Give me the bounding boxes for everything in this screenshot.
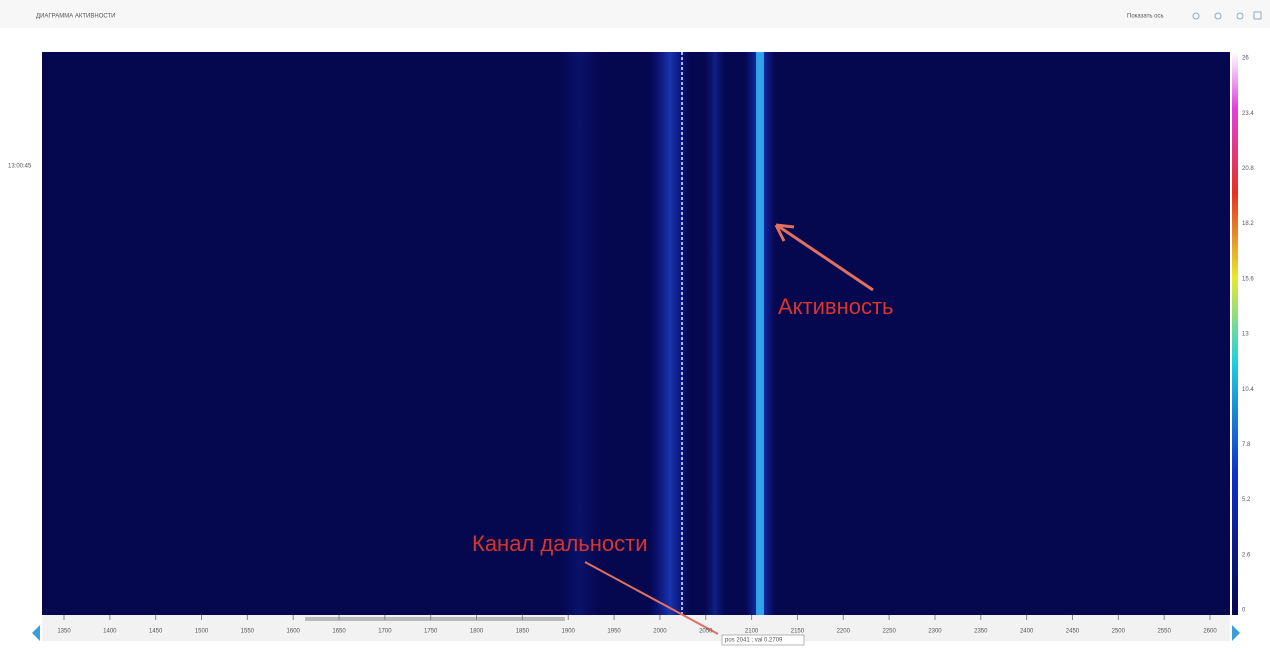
x-tick-label: 2450 [1066, 629, 1080, 635]
x-tick-label: 1350 [57, 629, 71, 635]
x-tick-label: 1450 [149, 629, 163, 635]
annotation: Активность [778, 294, 894, 319]
x-tick-label: 1600 [287, 629, 301, 635]
x-tick-label: 2100 [745, 629, 759, 635]
x-axis-bar [42, 615, 1230, 641]
colorbar-tick-label: 7.8 [1242, 442, 1251, 448]
toolbar-icons [1192, 11, 1262, 20]
axis-toggle[interactable]: Показать ось [1127, 14, 1164, 20]
x-tick-label: 1550 [241, 629, 255, 635]
arrow [777, 224, 874, 292]
tooltip-box [721, 634, 805, 646]
arrowhead [774, 223, 795, 242]
x-tick-label: 1900 [562, 629, 576, 635]
x-tick-label: 2500 [1112, 629, 1126, 635]
activity-line [756, 52, 764, 615]
x-tick-label: 2250 [882, 629, 896, 635]
colorbar-tick-label: 18.2 [1242, 221, 1254, 227]
arrow [584, 561, 719, 635]
window-title: ДИАГРАММА АКТИВНОСТИ [36, 14, 115, 20]
x-tick-label: 2350 [974, 629, 988, 635]
scroll-right-button[interactable] [1232, 625, 1240, 641]
signal-band [705, 52, 725, 615]
colorbar-tick-label: 15.6 [1242, 276, 1254, 282]
colorbar-tick-label: 10.4 [1242, 387, 1254, 393]
colorbar-tick-label: 23.4 [1242, 111, 1254, 117]
x-tick-label: 2550 [1157, 629, 1171, 635]
scrollbar[interactable] [305, 617, 565, 621]
x-tick-label: 1500 [195, 629, 209, 635]
x-tick-label: 1400 [103, 629, 117, 635]
colorbar-tick-label: 13 [1242, 332, 1249, 338]
signal-band [560, 52, 600, 615]
x-tick-label: 1700 [378, 629, 392, 635]
colorbar-tick-label: 5.2 [1242, 497, 1251, 503]
waterfall-plot [42, 52, 1230, 615]
x-tick-label: 1800 [470, 629, 484, 635]
x-tick-label: 1650 [332, 629, 346, 635]
signal-band [650, 52, 690, 615]
x-tick-label: 2000 [653, 629, 667, 635]
x-tick-label: 2200 [837, 629, 851, 635]
annotation: Канал дальности [472, 531, 648, 556]
x-tick-label: 1750 [424, 629, 438, 635]
x-tick-label: 2050 [699, 629, 713, 635]
colorbar-tick-label: 20.8 [1242, 166, 1254, 172]
x-tick-label: 2400 [1020, 629, 1034, 635]
x-tick-label: 2600 [1203, 629, 1217, 635]
zoom-out-button[interactable] [1236, 12, 1244, 20]
x-tick-label: 2300 [928, 629, 942, 635]
x-tick-label: 1850 [516, 629, 530, 635]
zoom-in-button[interactable] [1192, 12, 1200, 20]
zoom-reset-button[interactable] [1214, 12, 1222, 20]
colorbar-tick-label: 0 [1242, 608, 1246, 614]
colorbar-tick-label: 2.6 [1242, 552, 1251, 558]
fullscreen-button[interactable] [1253, 11, 1262, 20]
colorbar-tick-label: 26 [1242, 56, 1249, 62]
toolbar [0, 0, 1270, 28]
x-tick-label: 2150 [791, 629, 805, 635]
scroll-left-button[interactable] [32, 625, 40, 641]
x-tick-label: 1950 [607, 629, 621, 635]
tooltip: pos 2041 ; val 0.2709 [725, 638, 783, 644]
y-axis-label: 13:00:45 [8, 164, 32, 170]
colorbar [1232, 52, 1238, 615]
